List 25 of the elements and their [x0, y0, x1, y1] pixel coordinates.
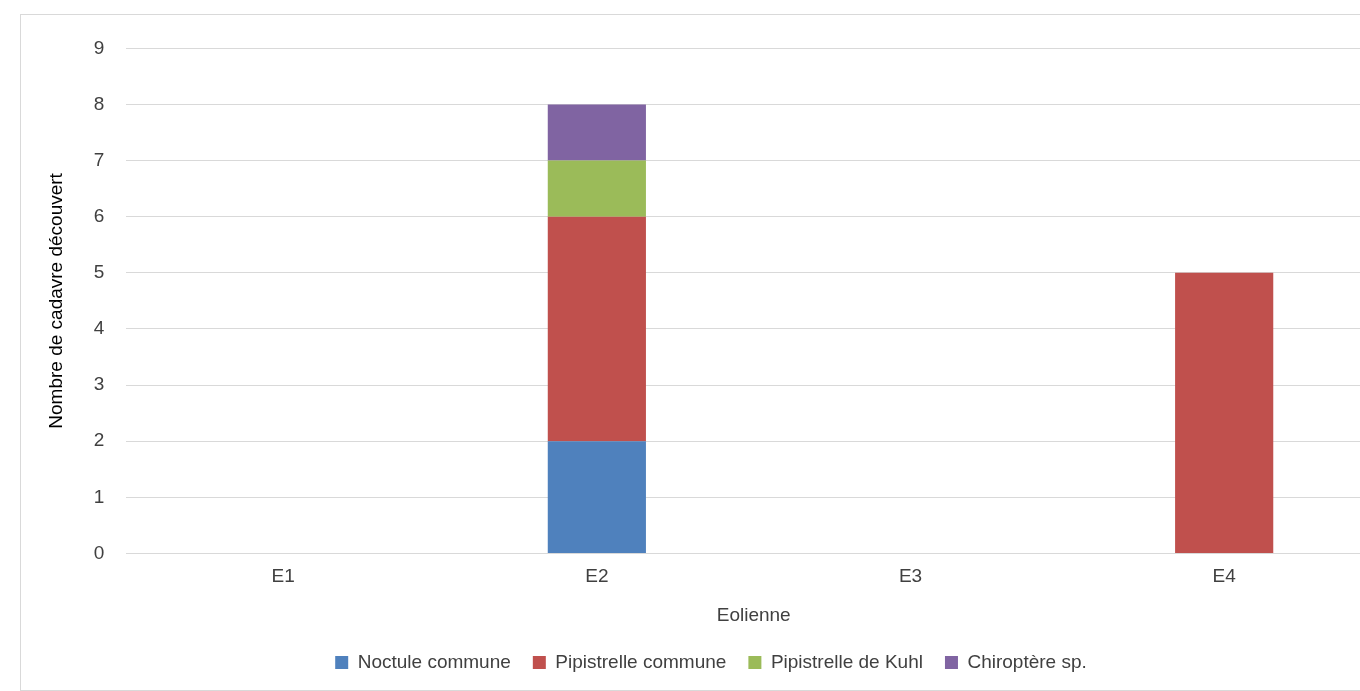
x-tick-label: E2	[585, 565, 609, 587]
legend-label: Noctule commune	[357, 650, 511, 672]
legend-label: Pipistrelle commune	[555, 650, 727, 672]
bar	[1175, 272, 1274, 553]
bar	[547, 441, 646, 553]
y-tick-label: 7	[93, 148, 105, 170]
y-tick-label: 1	[93, 485, 105, 507]
y-tick-label: 6	[93, 204, 105, 226]
x-tick-label: E4	[1212, 565, 1237, 587]
y-tick-label: 8	[93, 92, 105, 114]
bar	[547, 160, 646, 217]
x-axis-title: Eolienne	[716, 603, 791, 625]
y-tick-label: 2	[93, 429, 105, 451]
legend-label: Chiroptère sp.	[967, 650, 1087, 672]
y-tick-label: 4	[93, 317, 105, 339]
bar	[547, 216, 646, 442]
bar	[547, 104, 646, 161]
y-tick-label: 9	[93, 36, 105, 58]
y-axis-title: Nombre de cadavre découvert	[44, 172, 66, 429]
y-tick-label: 5	[93, 261, 105, 283]
x-tick-label: E3	[898, 565, 923, 587]
legend-label: Pipistrelle de Kuhl	[770, 650, 923, 672]
x-tick-label: E1	[271, 565, 295, 587]
y-tick-label: 0	[93, 541, 105, 563]
y-tick-label: 3	[93, 373, 105, 395]
